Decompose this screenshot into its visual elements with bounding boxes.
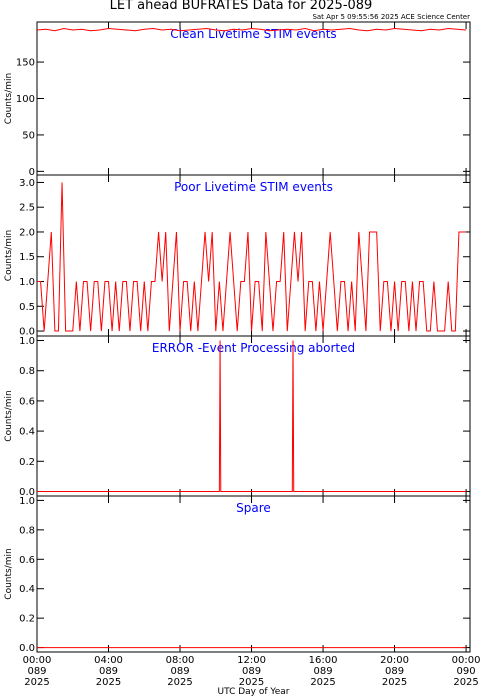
subtitle: Sat Apr 5 09:55:56 2025 ACE Science Cent…	[312, 13, 470, 21]
x-tick-label: 12:00 089 2025	[237, 655, 266, 688]
y-tick-label: 3.0	[19, 178, 35, 189]
y-tick-label: 0.5	[19, 302, 35, 313]
panel-frame	[36, 495, 471, 653]
panel-title: Clean Livetime STIM events	[170, 27, 336, 41]
x-tick-label: 16:00 089 2025	[309, 655, 338, 688]
chart-title: LET ahead BUFRATES Data for 2025-089	[110, 0, 373, 13]
y-tick-label: 0.0	[19, 643, 35, 654]
data-line	[37, 340, 467, 492]
y-tick-label: 0.4	[19, 427, 35, 438]
y-tick-label: 2.0	[19, 227, 35, 238]
x-tick-label: 00:00 089 2025	[23, 655, 52, 688]
panel-frame	[36, 21, 471, 176]
y-tick-label: 0.6	[19, 555, 35, 566]
y-tick-label: 2.5	[19, 203, 35, 214]
y-tick-label: 1.5	[19, 252, 35, 263]
y-tick-label: 150	[16, 58, 35, 69]
y-axis-label: Counts/min	[4, 548, 14, 599]
y-tick-label: 0.0	[19, 487, 35, 498]
y-axis-label: Counts/min	[4, 73, 14, 124]
y-tick-label: 0	[29, 167, 35, 178]
y-tick-label: 0.2	[19, 457, 35, 468]
x-tick-label: 20:00 089 2025	[380, 655, 409, 688]
y-tick-label: 1.0	[19, 496, 35, 507]
x-tick-label: 00:00 090 2025	[452, 655, 481, 688]
y-tick-label: 0.2	[19, 614, 35, 625]
y-axis-label: Counts/min	[4, 390, 14, 441]
panel-frame	[36, 335, 471, 497]
panel-title: Spare	[236, 501, 271, 515]
panel-frame	[36, 174, 471, 337]
panel-title: Poor Livetime STIM events	[174, 180, 333, 194]
x-tick-label: 04:00 089 2025	[94, 655, 123, 688]
y-tick-label: 100	[16, 94, 35, 105]
data-line	[37, 182, 467, 332]
y-tick-label: 1.0	[19, 336, 35, 347]
data-line	[36, 28, 467, 32]
y-tick-label: 1.0	[19, 277, 35, 288]
y-tick-label: 0.8	[19, 366, 35, 377]
x-axis-label: UTC Day of Year	[218, 687, 290, 697]
y-tick-label: 0.0	[19, 327, 35, 338]
panel-title: ERROR -Event Processing aborted	[152, 341, 355, 355]
y-tick-label: 0.4	[19, 584, 35, 595]
y-tick-label: 0.6	[19, 396, 35, 407]
x-tick-label: 08:00 089 2025	[166, 655, 195, 688]
y-axis-label: Counts/min	[4, 230, 14, 281]
y-tick-label: 0.8	[19, 525, 35, 536]
y-tick-label: 50	[22, 130, 35, 141]
